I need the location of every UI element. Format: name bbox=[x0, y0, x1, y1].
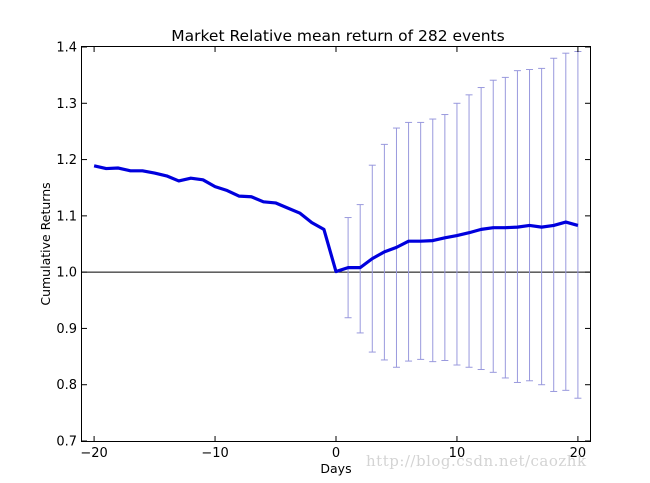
x-axis-label: Days bbox=[320, 461, 351, 476]
x-tick-label: 0 bbox=[332, 446, 340, 461]
y-axis-label: Cumulative Returns bbox=[38, 182, 53, 305]
y-tick-label: 1.4 bbox=[56, 41, 77, 56]
series-line bbox=[93, 164, 579, 274]
x-tick-label: −20 bbox=[80, 446, 107, 461]
x-tick-labels: −20 −10 0 10 20 bbox=[80, 446, 586, 461]
series-layer bbox=[93, 164, 579, 274]
y-tick-label: 0.7 bbox=[56, 435, 77, 450]
x-tick-label: −10 bbox=[201, 446, 228, 461]
y-tick-label: 1.2 bbox=[56, 153, 77, 168]
watermark-text: http://blog.csdn.net/caozhk bbox=[366, 452, 587, 470]
y-tick-label: 1.1 bbox=[56, 209, 77, 224]
x-tick-label: 10 bbox=[449, 446, 466, 461]
x-tick-label: 20 bbox=[570, 446, 587, 461]
y-tick-label: 1.0 bbox=[56, 266, 77, 281]
y-tick-label: 0.8 bbox=[56, 378, 77, 393]
y-tick-labels: 0.7 0.8 0.9 1.0 1.1 1.2 1.3 1.4 bbox=[56, 41, 77, 450]
y-tick-label: 0.9 bbox=[56, 322, 77, 337]
chart-title: Market Relative mean return of 282 event… bbox=[171, 27, 504, 45]
plot-area bbox=[81, 46, 591, 442]
tick-layer bbox=[82, 46, 590, 442]
y-tick-label: 1.3 bbox=[56, 97, 77, 112]
